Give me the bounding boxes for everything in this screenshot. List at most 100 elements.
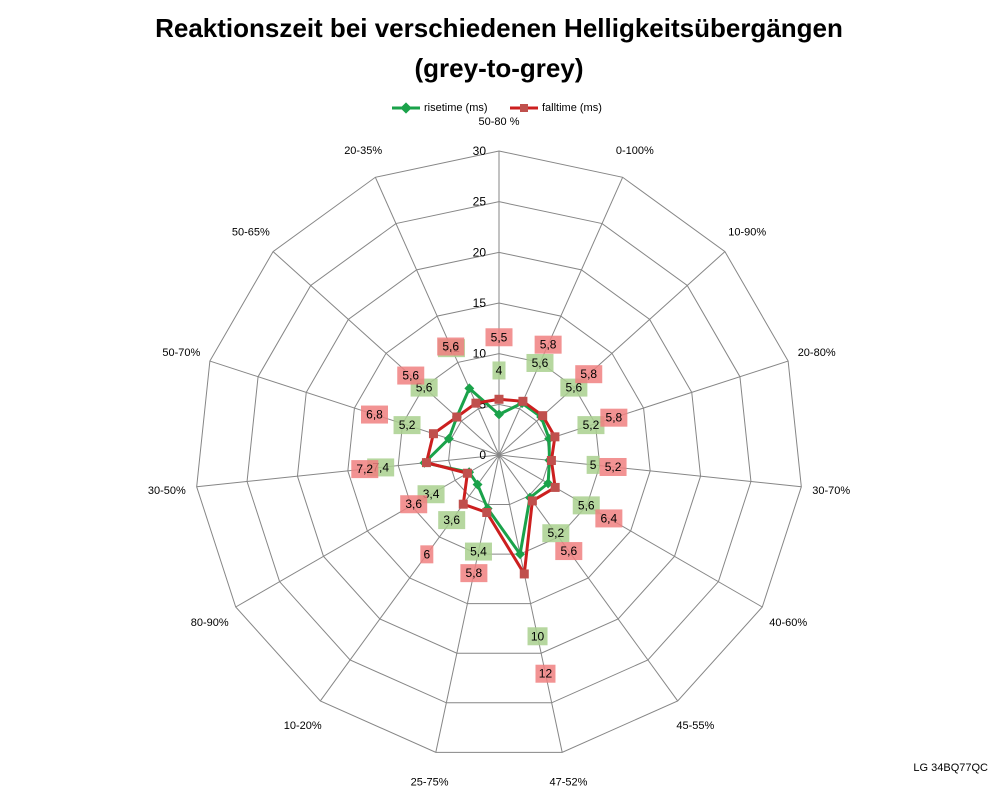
data-label-bg-falltime — [397, 366, 425, 385]
data-label-bg-risetime — [577, 416, 605, 435]
data-label-falltime: 5,8 — [606, 411, 623, 425]
grid-ring — [397, 353, 601, 555]
data-label-risetime: 5 — [590, 458, 597, 472]
tick-label: 10 — [473, 347, 487, 361]
data-label-risetime: 5,6 — [566, 381, 583, 395]
data-label-falltime: 5,8 — [466, 566, 483, 580]
data-label-bg-falltime — [535, 664, 556, 683]
tick-label: 15 — [473, 296, 487, 310]
point-falltime — [452, 412, 462, 422]
data-label-bg-falltime — [595, 509, 623, 528]
point-falltime — [546, 456, 556, 466]
grid-ring — [448, 403, 550, 506]
point-falltime — [519, 569, 529, 579]
data-label-risetime: 10 — [531, 629, 545, 643]
data-label-bg-risetime — [492, 361, 506, 380]
grid-spoke — [319, 454, 500, 702]
data-label-bg-falltime — [534, 335, 562, 354]
category-label: 10-90% — [728, 227, 766, 239]
data-label-risetime: 5,4 — [470, 545, 487, 559]
data-label-bg-falltime — [599, 457, 627, 476]
grid-spoke — [498, 177, 624, 456]
category-label: 10-20% — [284, 720, 322, 732]
legend-swatch-falltime — [510, 104, 538, 112]
grid-spoke — [272, 251, 500, 456]
grid-ring — [196, 150, 802, 753]
data-label-bg-falltime — [485, 328, 513, 347]
point-falltime — [428, 429, 438, 439]
grid-ring — [296, 251, 702, 654]
grid-ring — [347, 302, 651, 605]
data-label-bg-risetime — [542, 524, 570, 543]
data-label-falltime: 6,4 — [601, 511, 618, 525]
data-label-bg-falltime — [460, 564, 488, 583]
category-label: 80-90% — [191, 617, 229, 629]
category-label: 40-60% — [769, 617, 807, 629]
data-label-falltime: 5,8 — [540, 338, 557, 352]
grid-spoke — [498, 251, 726, 456]
point-falltime — [494, 394, 504, 404]
chart-title: Reaktionszeit bei verschiedenen Helligke… — [0, 8, 998, 88]
legend: risetime (ms) falltime (ms) — [0, 100, 998, 118]
category-label: 30-50% — [148, 485, 186, 497]
data-label-bg-falltime — [400, 495, 428, 514]
data-label-bg-falltime — [575, 365, 603, 384]
tick-label: 30 — [473, 144, 487, 158]
point-risetime — [464, 383, 475, 394]
point-falltime — [471, 398, 481, 408]
category-label: 25-75% — [411, 777, 449, 786]
data-label-falltime: 5,8 — [580, 367, 597, 381]
data-label-falltime: 12 — [539, 667, 553, 681]
data-label-falltime: 3,6 — [405, 497, 422, 511]
data-label-bg-falltime — [361, 405, 389, 424]
chart-title-line-2: (grey-to-grey) — [414, 53, 584, 83]
data-label-risetime: 5,6 — [578, 498, 595, 512]
data-label-bg-risetime — [572, 496, 600, 515]
chart-title-line-1: Reaktionszeit bei verschiedenen Helligke… — [155, 13, 843, 43]
data-label-falltime: 6,8 — [366, 408, 383, 422]
data-label-falltime: 6 — [423, 547, 430, 561]
grid-spoke — [498, 360, 789, 456]
grid-spoke — [498, 454, 763, 608]
category-label: 47-52% — [549, 777, 587, 786]
point-falltime — [518, 396, 528, 406]
point-falltime — [421, 458, 431, 468]
data-label-bg-risetime — [464, 542, 492, 561]
tick-label: 25 — [473, 195, 487, 209]
category-label: 20-80% — [798, 347, 836, 359]
data-label-bg-falltime — [555, 542, 583, 561]
category-label: 50-70% — [162, 347, 200, 359]
data-label-risetime: 5,6 — [532, 356, 549, 370]
data-label-risetime: 4 — [496, 363, 503, 377]
grid-spoke — [209, 360, 500, 456]
data-label-risetime: 5,2 — [399, 418, 416, 432]
series-line-risetime — [422, 386, 551, 556]
tick-label: 5 — [479, 397, 486, 411]
grid-ring — [246, 201, 752, 704]
category-label: 50-80 % — [479, 116, 520, 128]
data-label-falltime: 5,6 — [560, 544, 577, 558]
data-label-falltime: 5,2 — [605, 460, 622, 474]
data-label-risetime: 5,2 — [547, 526, 564, 540]
grid-spoke — [498, 454, 563, 753]
point-falltime — [527, 496, 537, 506]
data-label-bg-risetime — [526, 353, 554, 372]
tick-label: 20 — [473, 245, 487, 259]
data-label-bg-risetime — [438, 511, 466, 530]
point-falltime — [550, 432, 560, 442]
point-risetime — [443, 433, 454, 444]
tick-label: 0 — [479, 448, 486, 462]
legend-swatch-risetime — [392, 102, 420, 114]
point-falltime — [458, 499, 468, 509]
point-risetime — [543, 478, 554, 489]
data-label-bg-risetime — [586, 455, 600, 474]
data-label-bg-falltime — [420, 545, 434, 564]
category-label: 20-35% — [344, 145, 382, 157]
grid-spoke — [196, 454, 500, 488]
point-falltime — [462, 468, 472, 478]
data-label-risetime: 5,2 — [583, 418, 600, 432]
category-label: 0-100% — [616, 145, 654, 157]
credit-label: LG 34BQ77QC — [913, 762, 988, 774]
data-label-falltime: 5,6 — [402, 369, 419, 383]
